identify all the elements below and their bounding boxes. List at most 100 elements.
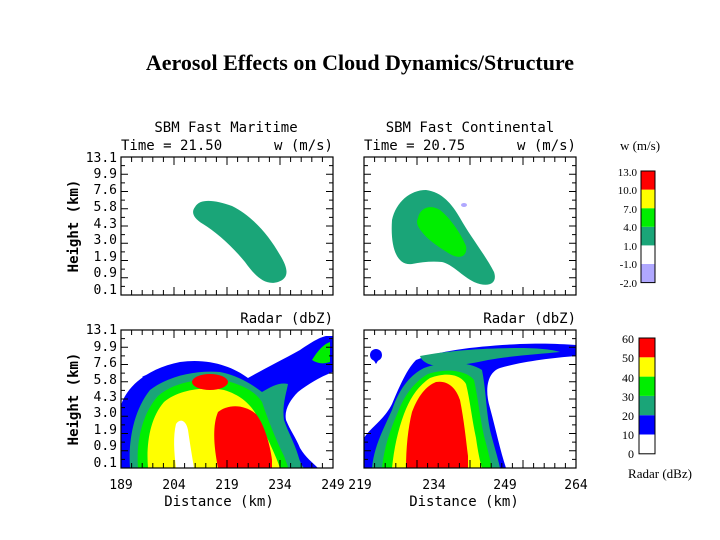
panel-maritime-w-time: Time = 21.50 — [121, 138, 222, 154]
colorbar-segment — [641, 226, 655, 246]
colorbar-segment — [641, 171, 655, 190]
colorbar-tick-label: 1.0 — [623, 241, 637, 253]
xtick-label: 219 — [215, 478, 238, 493]
ytick-label: 13.1 — [86, 151, 117, 166]
colorbar-tick-label: -1.0 — [620, 259, 638, 271]
ytick-label: 5.8 — [94, 373, 117, 388]
ytick-label: 0.1 — [94, 456, 117, 471]
panel-maritime-w: SBM Fast Maritime Time = 21.50 w (m/s) 1… — [66, 120, 334, 298]
panel-continental-w-title: SBM Fast Continental — [386, 120, 555, 136]
ticks-continental-w — [363, 156, 577, 296]
panel-continental-radar: Radar (dbZ) 219 234 249 264 Distance (km… — [348, 311, 588, 510]
xticks-continental-radar: 219 234 249 264 — [348, 478, 588, 493]
xtick-label: 264 — [564, 478, 588, 493]
colorbar-segment — [641, 264, 655, 283]
radar-contour-red-maritime — [214, 406, 272, 468]
radar-contour-red-continental — [406, 381, 468, 468]
radar-teal-anvil-continental — [420, 348, 560, 366]
colorbar-radar-swatches — [638, 337, 656, 455]
ytick-label: 4.3 — [94, 217, 117, 232]
ytick-label: 9.9 — [94, 167, 117, 182]
colorbar-tick-label: 4.0 — [623, 222, 637, 234]
colorbar-segment — [641, 208, 655, 227]
colorbar-tick-label: 0 — [628, 447, 634, 461]
xlabel-maritime-radar: Distance (km) — [164, 494, 274, 510]
colorbar-tick-label: 40 — [622, 371, 634, 385]
colorbar-radar-label: Radar (dBz) — [628, 466, 692, 481]
panel-continental-w: SBM Fast Continental Time = 20.75 w (m/s… — [363, 120, 577, 296]
colorbar-tick-label: 50 — [622, 351, 634, 365]
colorbar-tick-label: 20 — [622, 409, 634, 423]
ytick-label: 4.3 — [94, 390, 117, 405]
ytick-label: 9.9 — [94, 340, 117, 355]
panel-continental-w-time: Time = 20.75 — [364, 138, 465, 154]
panel-maritime-radar-var: Radar (dbZ) — [240, 311, 333, 327]
xtick-label: 219 — [348, 478, 371, 493]
panel-continental-radar-var: Radar (dbZ) — [483, 311, 576, 327]
xtick-label: 234 — [422, 478, 446, 493]
w-contour-green-continental — [417, 207, 467, 257]
yticks-maritime-w: 13.1 9.9 7.6 5.8 4.3 3.0 1.9 0.9 0.1 — [86, 151, 117, 298]
colorbar-segment — [639, 415, 655, 435]
colorbar-tick-label: 10.0 — [618, 185, 638, 197]
radar-green-anvil-maritime — [312, 342, 330, 364]
ylabel-maritime-radar: Height (km) — [66, 353, 82, 446]
radar-red-core-upper-maritime — [192, 374, 228, 390]
xtick-label: 249 — [321, 478, 344, 493]
ytick-label: 1.9 — [94, 423, 117, 438]
ytick-label: 3.0 — [94, 406, 117, 421]
xtick-label: 204 — [162, 478, 186, 493]
ytick-label: 0.9 — [94, 266, 117, 281]
slide-title: Aerosol Effects on Cloud Dynamics/Struct… — [146, 50, 574, 75]
xticks-maritime-radar: 189 204 219 234 249 — [109, 478, 344, 493]
colorbar-tick-label: -2.0 — [620, 278, 638, 290]
radar-blue-cell-tail-continental — [373, 359, 379, 364]
colorbar-tick-label: 10 — [622, 428, 634, 442]
ytick-label: 7.6 — [94, 183, 117, 198]
ytick-label: 0.9 — [94, 439, 117, 454]
ticks-maritime-radar — [120, 329, 334, 469]
ticks-maritime-w — [120, 156, 334, 296]
colorbar-segment — [639, 376, 655, 396]
ytick-label: 7.6 — [94, 356, 117, 371]
ticks-continental-radar — [363, 329, 577, 469]
w-contour-negative-continental — [461, 203, 467, 207]
radar-blue-streak-maritime — [142, 373, 166, 379]
yticks-maritime-radar: 13.1 9.9 7.6 5.8 4.3 3.0 1.9 0.9 0.1 — [86, 323, 117, 471]
xtick-label: 189 — [109, 478, 132, 493]
ylabel-maritime-w: Height (km) — [66, 180, 82, 273]
ytick-label: 0.1 — [94, 283, 117, 298]
colorbar-w: w (m/s) 13.0 10.0 7.0 4.0 1.0 -1.0 -2.0 — [618, 138, 660, 290]
colorbar-w-swatches — [640, 170, 656, 284]
colorbar-radar: 60 50 40 30 20 10 0 Radar (dBz) — [622, 332, 692, 481]
colorbar-segment — [641, 189, 655, 209]
panel-continental-w-var: w (m/s) — [517, 138, 576, 154]
radar-clear-column-maritime — [174, 420, 194, 468]
colorbar-tick-label: 60 — [622, 332, 634, 346]
xlabel-continental-radar: Distance (km) — [409, 494, 519, 510]
colorbar-tick-label: 7.0 — [623, 204, 637, 216]
panel-maritime-w-title: SBM Fast Maritime — [154, 120, 297, 136]
xtick-label: 234 — [268, 478, 292, 493]
colorbar-tick-label: 30 — [622, 390, 634, 404]
ytick-label: 1.9 — [94, 250, 117, 265]
colorbar-segment — [639, 338, 655, 358]
colorbar-segment — [639, 357, 655, 377]
colorbar-segment — [639, 395, 655, 416]
colorbar-segment — [639, 434, 655, 454]
colorbar-radar-ticks: 60 50 40 30 20 10 0 — [622, 332, 634, 461]
colorbar-w-ticks: 13.0 10.0 7.0 4.0 1.0 -1.0 -2.0 — [618, 167, 638, 290]
colorbar-segment — [641, 245, 655, 264]
ytick-label: 3.0 — [94, 233, 117, 248]
w-contour-teal-maritime — [193, 200, 287, 283]
ytick-label: 13.1 — [86, 323, 117, 338]
ytick-label: 5.8 — [94, 200, 117, 215]
colorbar-frame — [640, 170, 656, 284]
colorbar-w-label: w (m/s) — [620, 138, 660, 153]
colorbar-frame — [638, 337, 656, 455]
xtick-label: 249 — [493, 478, 516, 493]
colorbar-tick-label: 13.0 — [618, 167, 638, 179]
radar-blue-cell-continental — [370, 349, 382, 361]
panel-maritime-radar: Radar (dbZ) 13.1 9.9 7.6 5.8 4.3 3.0 1.9… — [66, 311, 345, 510]
